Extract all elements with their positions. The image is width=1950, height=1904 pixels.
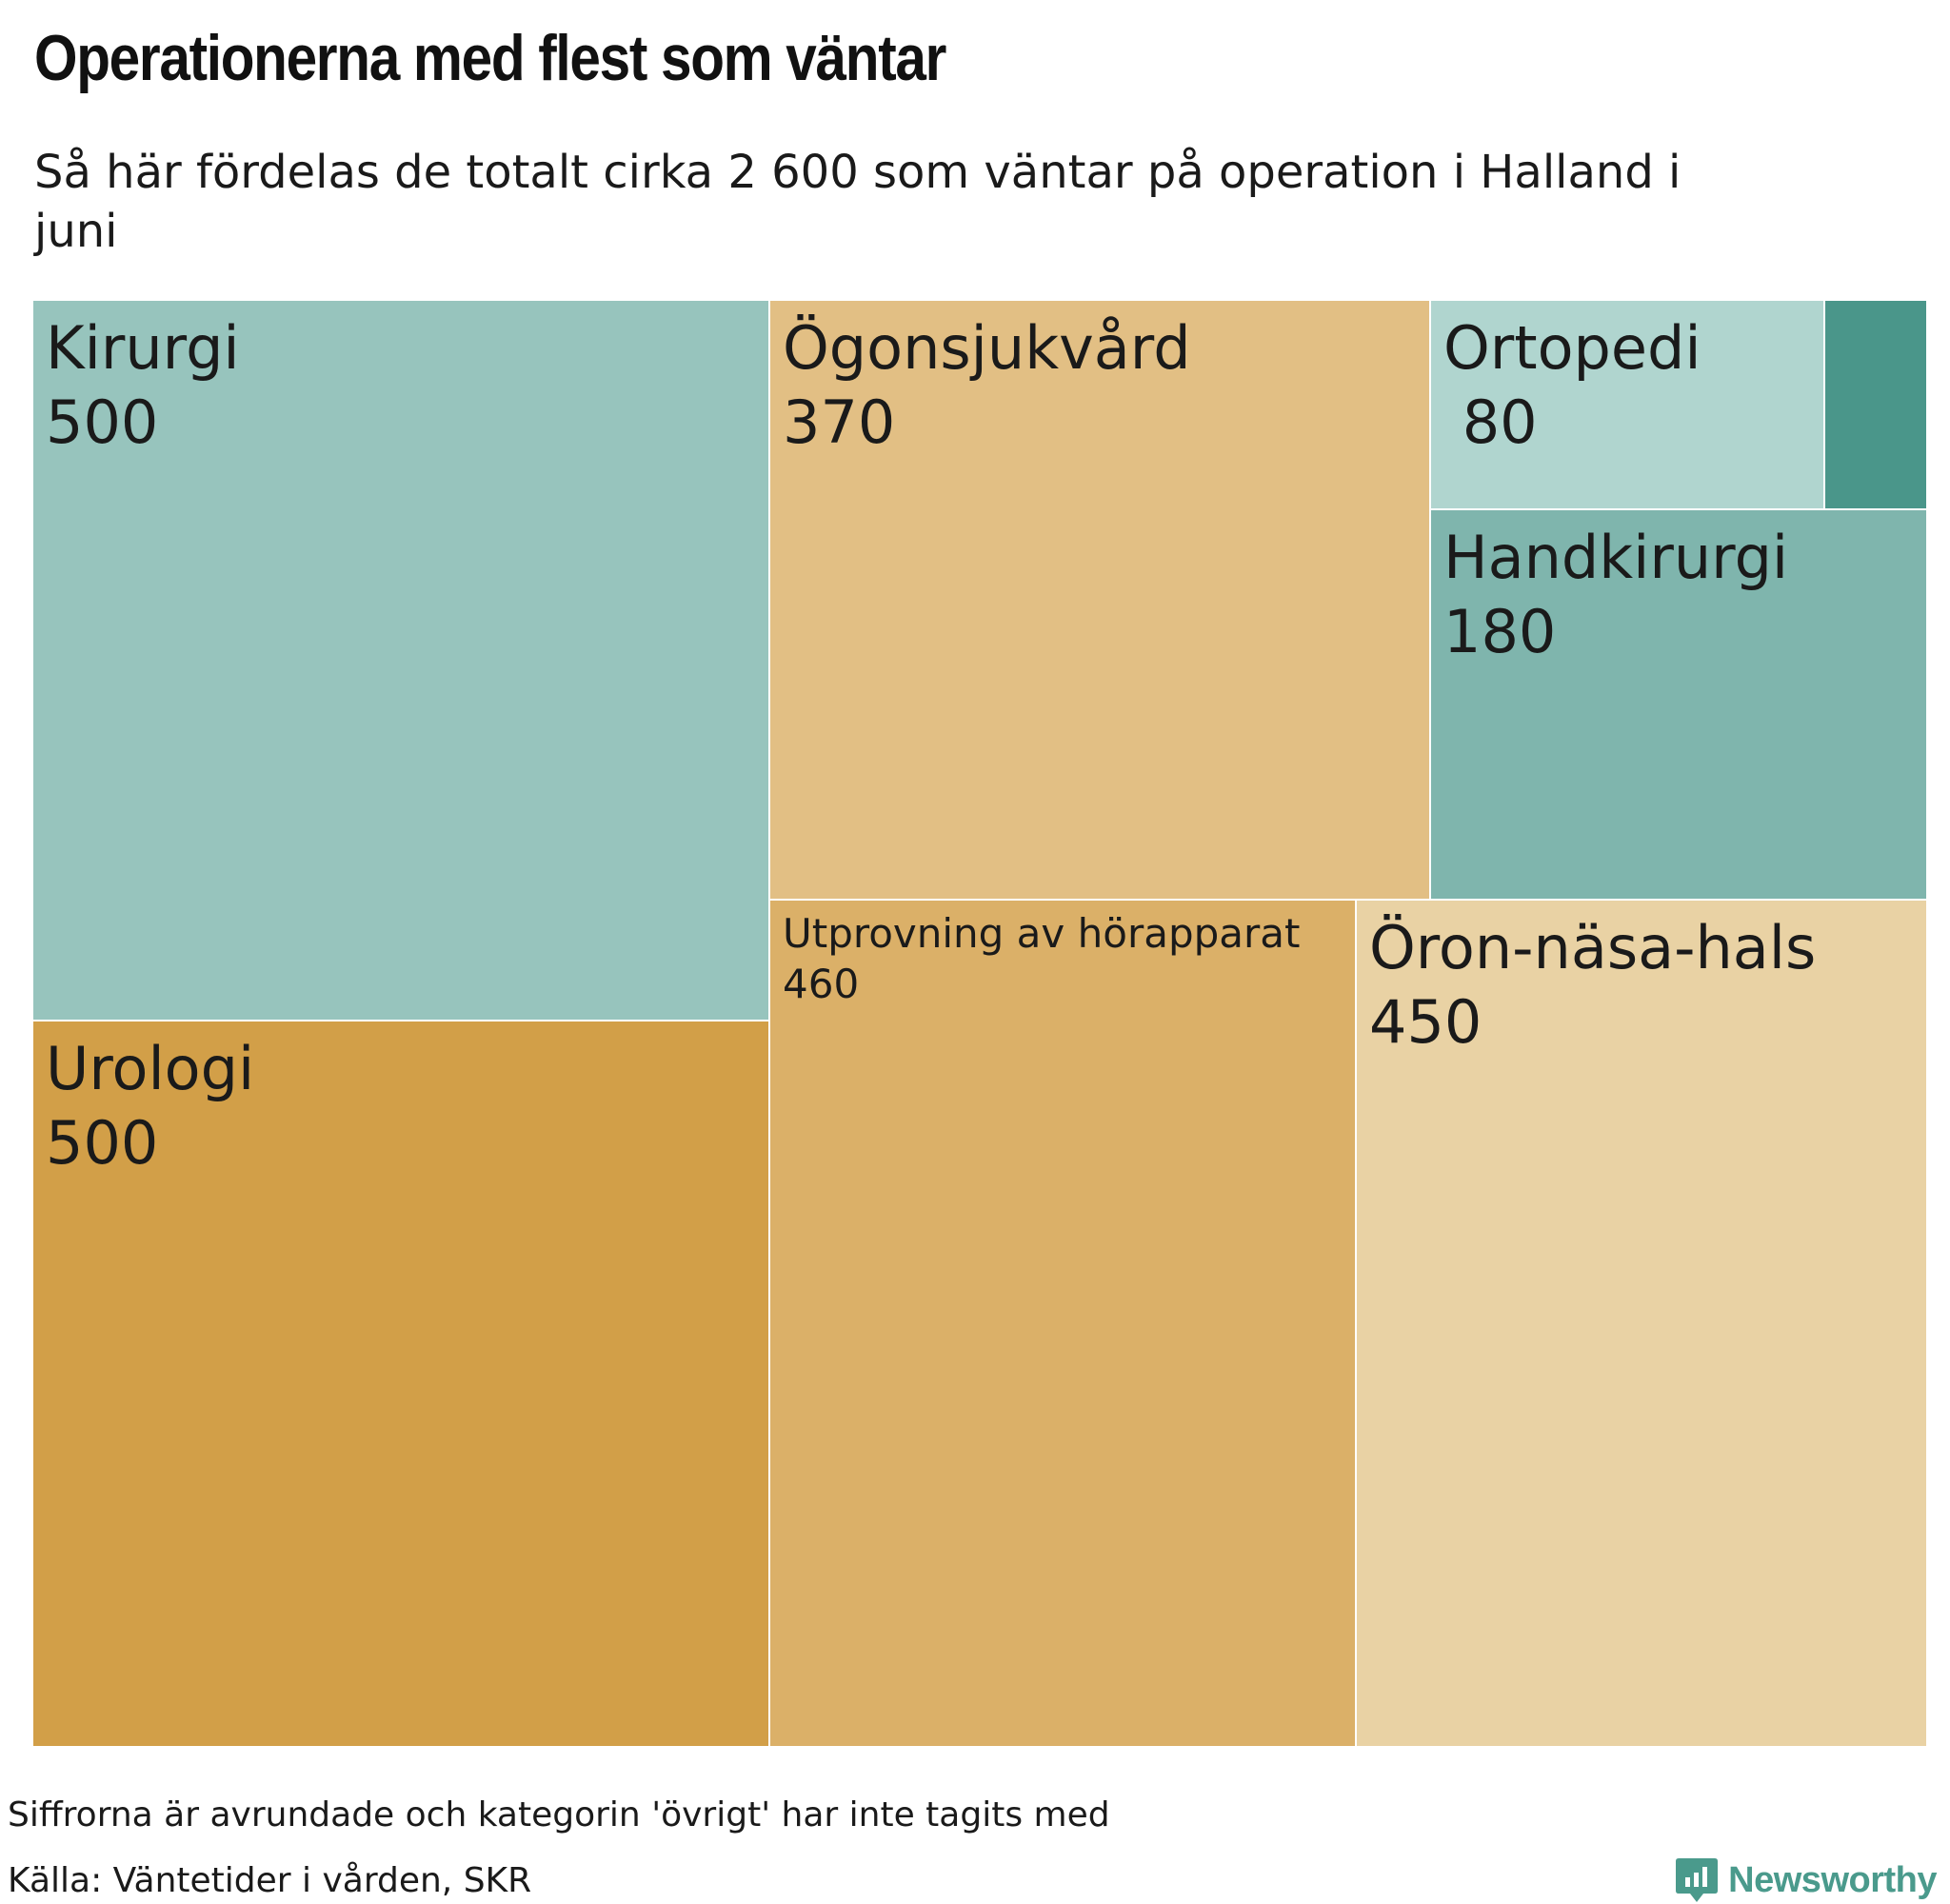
brand-name: Newsworthy bbox=[1728, 1859, 1937, 1900]
brand-logo: Newsworthy bbox=[1675, 1856, 1937, 1904]
tile-label-oron-nasa-hals: Öron-näsa-hals bbox=[1369, 913, 1816, 982]
tile-value-urologi: 500 bbox=[46, 1108, 158, 1178]
tile-label-urologi: Urologi bbox=[46, 1034, 254, 1103]
tile-utprovning-av-horapparat bbox=[768, 899, 1357, 1747]
newsworthy-logo-icon bbox=[1676, 1858, 1719, 1902]
chart-title: Operationerna med flest som väntar bbox=[34, 22, 946, 94]
tile-label-ogonsjukvard: Ögonsjukvård bbox=[783, 313, 1191, 383]
footnote: Siffrorna är avrundade och kategorin 'öv… bbox=[8, 1795, 1110, 1835]
tile-oron-nasa-hals bbox=[1355, 899, 1927, 1747]
tile-value-oron-nasa-hals: 450 bbox=[1369, 987, 1482, 1057]
tile-kirurgi bbox=[32, 300, 770, 1021]
tile-label-ortopedi: Ortopedi bbox=[1443, 313, 1701, 383]
tile-value-ortopedi: 80 bbox=[1443, 387, 1538, 457]
tile-value-utprovning-av-horapparat: 460 bbox=[783, 961, 859, 1007]
tile-value-ogonsjukvard: 370 bbox=[783, 387, 895, 457]
tile-unlabeled bbox=[1823, 300, 1927, 510]
tile-value-kirurgi: 500 bbox=[46, 387, 158, 457]
tile-handkirurgi bbox=[1429, 508, 1927, 901]
tile-urologi bbox=[32, 1020, 770, 1747]
tile-label-kirurgi: Kirurgi bbox=[46, 313, 240, 383]
treemap-chart: Kirurgi 500 Urologi 500 Ögonsjukvård 370 Utpro… bbox=[32, 300, 1927, 1747]
chart-subtitle: Så här fördelas de totalt cirka 2 600 so… bbox=[34, 146, 1681, 258]
tile-ortopedi bbox=[1429, 300, 1825, 510]
tile-label-handkirurgi: Handkirurgi bbox=[1443, 523, 1788, 592]
tile-label-utprovning-av-horapparat: Utprovning av hörapparat bbox=[783, 910, 1300, 957]
treemap-svg: Kirurgi500Urologi500Ögonsjukvård370Utpro… bbox=[32, 300, 1927, 1747]
tile-value-handkirurgi: 180 bbox=[1443, 597, 1556, 666]
source-note: Källa: Väntetider i vården, SKR bbox=[8, 1861, 532, 1900]
